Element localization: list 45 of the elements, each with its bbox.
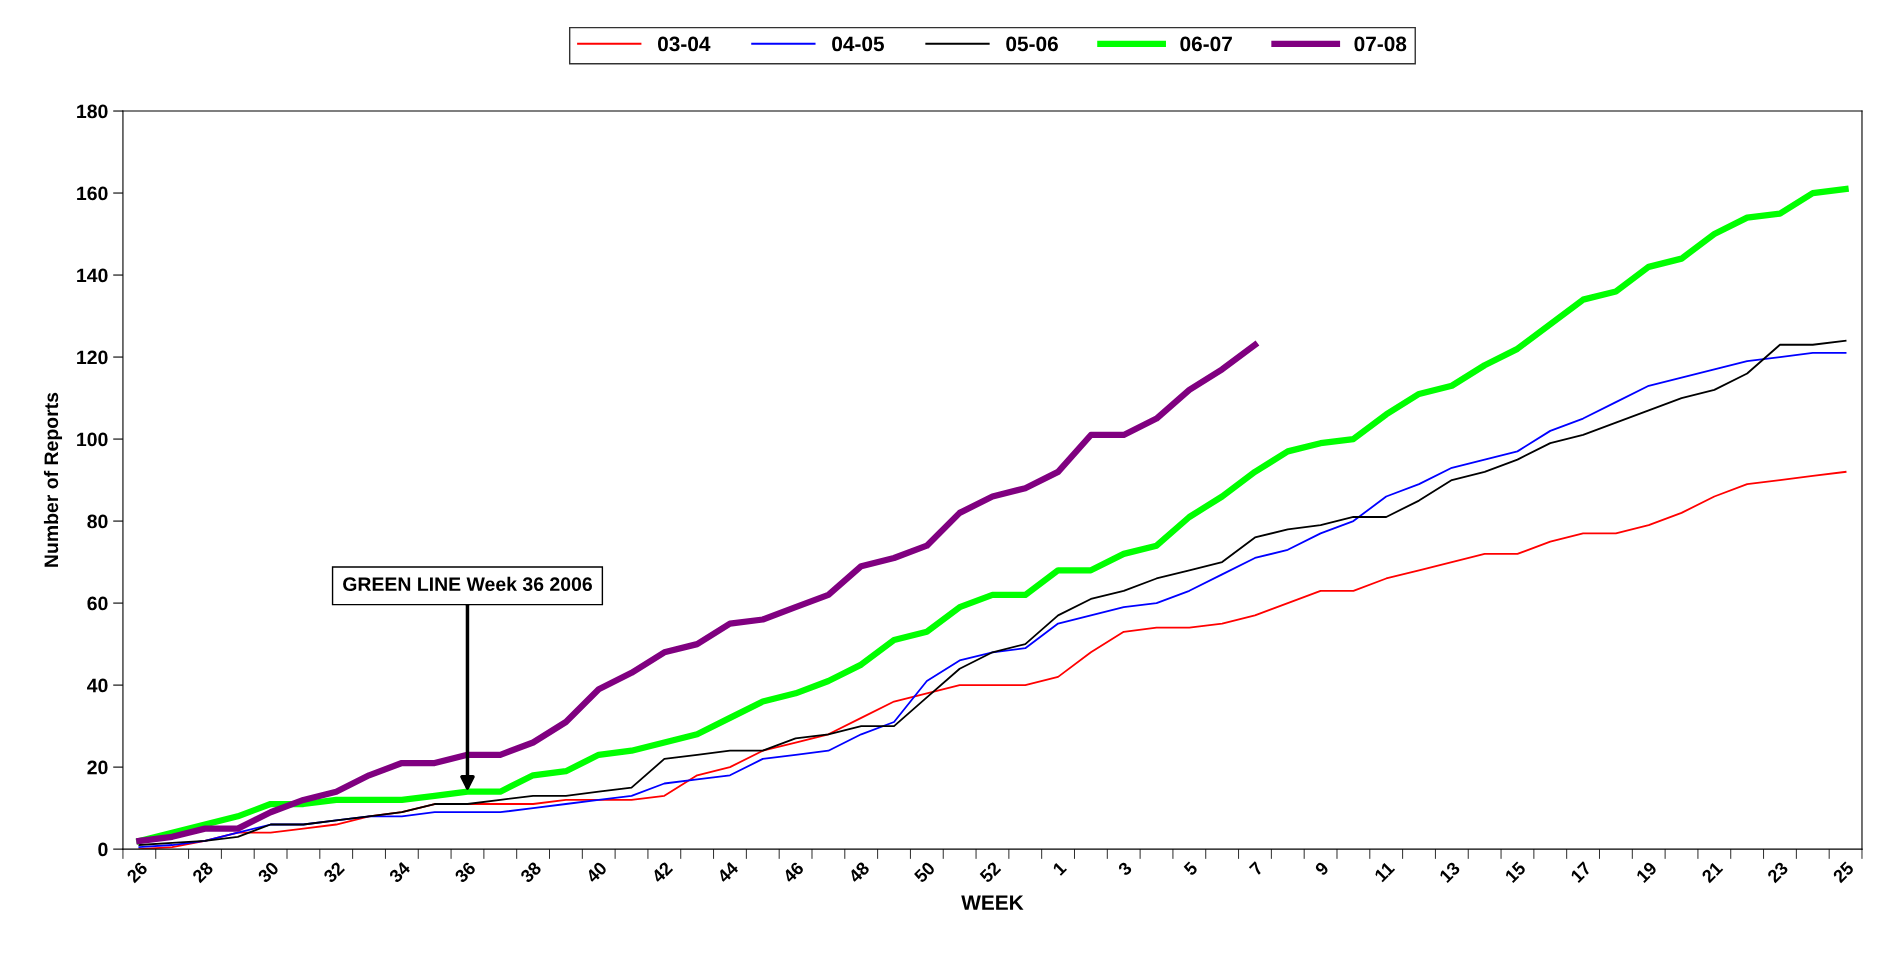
x-tick-label: 3 bbox=[1117, 861, 1133, 877]
x-tick-label: 5 bbox=[1183, 861, 1199, 877]
x-tick-label: 48 bbox=[847, 860, 871, 884]
x-tick-label: 36 bbox=[453, 861, 477, 884]
x-tick-label: 30 bbox=[257, 861, 280, 884]
x-tick-label: 21 bbox=[1700, 860, 1724, 884]
x-tick-label: 46 bbox=[781, 861, 805, 884]
legend-label: 07-08 bbox=[1354, 36, 1407, 52]
y-tick-label: 140 bbox=[77, 268, 108, 283]
x-tick-label: 19 bbox=[1635, 861, 1658, 884]
x-tick-label: 25 bbox=[1832, 860, 1855, 884]
legend-label: 03-04 bbox=[658, 36, 711, 52]
x-tick-label: 17 bbox=[1570, 861, 1592, 883]
y-tick-label: 80 bbox=[87, 514, 108, 529]
x-tick-label: 28 bbox=[191, 860, 214, 884]
y-tick-label: 0 bbox=[98, 842, 108, 857]
x-tick-label: 15 bbox=[1504, 861, 1527, 884]
legend-label: 04-05 bbox=[832, 36, 884, 52]
x-tick-label: 26 bbox=[125, 861, 149, 884]
y-axis-title: Number of Reports bbox=[43, 392, 63, 567]
y-tick-label: 180 bbox=[77, 104, 108, 119]
x-tick-label: 52 bbox=[978, 861, 1002, 884]
x-tick-label: 40 bbox=[585, 861, 608, 884]
x-axis-title: WEEK bbox=[961, 895, 1024, 910]
y-tick-label: 160 bbox=[77, 186, 108, 201]
x-tick-label: 7 bbox=[1248, 861, 1264, 877]
legend-label: 05-06 bbox=[1006, 36, 1058, 52]
x-tick-label: 23 bbox=[1766, 861, 1789, 884]
x-tick-label: 38 bbox=[519, 860, 543, 884]
x-tick-label: 44 bbox=[716, 860, 740, 884]
x-tick-label: 9 bbox=[1314, 861, 1330, 877]
y-tick-label: 20 bbox=[87, 760, 108, 775]
x-tick-label: 42 bbox=[650, 861, 674, 884]
legend-label: 06-07 bbox=[1180, 36, 1232, 52]
x-tick-label: 13 bbox=[1438, 861, 1461, 884]
x-tick-label: 32 bbox=[322, 861, 346, 884]
x-tick-label: 1 bbox=[1052, 861, 1067, 876]
y-tick-label: 120 bbox=[77, 350, 108, 365]
y-tick-label: 100 bbox=[77, 432, 108, 447]
x-tick-label: 50 bbox=[913, 861, 936, 884]
y-tick-label: 40 bbox=[87, 678, 108, 693]
annotation: GREEN LINE Week 36 2006 bbox=[343, 576, 592, 592]
x-tick-label: 11 bbox=[1373, 861, 1396, 883]
y-tick-label: 60 bbox=[87, 596, 108, 611]
x-tick-label: 34 bbox=[388, 860, 412, 884]
